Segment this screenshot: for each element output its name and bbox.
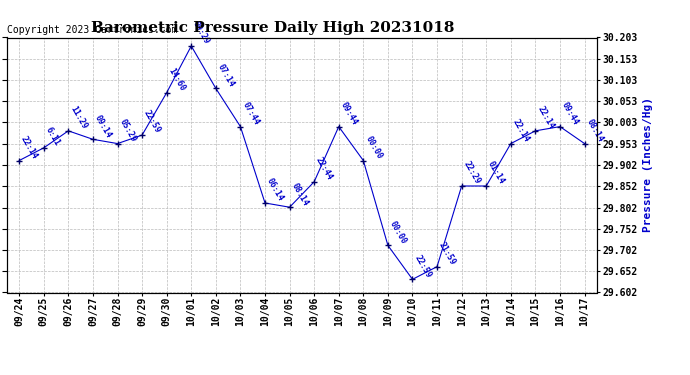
Text: 6:11: 6:11 [43,126,61,148]
Text: 00:00: 00:00 [388,219,408,245]
Text: 00:00: 00:00 [364,134,384,160]
Text: 22:14: 22:14 [19,134,39,160]
Title: Barometric Pressure Daily High 20231018: Barometric Pressure Daily High 20231018 [90,21,454,35]
Text: Copyright 2023 Cartronics.com: Copyright 2023 Cartronics.com [7,25,177,35]
Text: 22:44: 22:44 [314,156,335,182]
Text: 06:14: 06:14 [265,177,285,203]
Text: 09:44: 09:44 [339,100,359,127]
Text: 22:29: 22:29 [462,160,482,186]
Text: 09:14: 09:14 [93,113,113,140]
Text: 22:14: 22:14 [511,117,531,144]
Y-axis label: Pressure (Inches/Hg): Pressure (Inches/Hg) [643,98,653,232]
Text: 07:44: 07:44 [240,100,261,127]
Text: 09:44: 09:44 [560,100,580,127]
Text: 09:29: 09:29 [191,20,212,46]
Text: 22:14: 22:14 [535,105,555,131]
Text: 08:14: 08:14 [584,117,605,144]
Text: 01:14: 01:14 [486,160,506,186]
Text: 14:60: 14:60 [167,66,187,93]
Text: 22:59: 22:59 [413,253,433,279]
Text: 05:29: 05:29 [117,117,138,144]
Text: 11:29: 11:29 [68,105,88,131]
Text: 08:14: 08:14 [290,181,310,207]
Text: 07:14: 07:14 [216,62,236,88]
Text: 21:59: 21:59 [437,240,457,267]
Text: 22:59: 22:59 [142,109,162,135]
